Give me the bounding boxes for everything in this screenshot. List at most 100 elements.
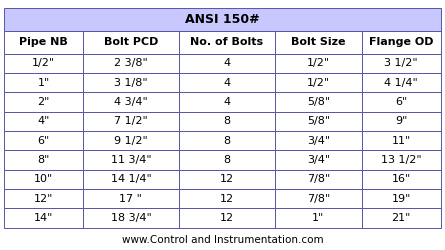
Bar: [362, 31, 441, 54]
Bar: [4, 170, 83, 189]
Bar: [275, 189, 362, 208]
Text: 7/8": 7/8": [307, 194, 330, 203]
Text: 1": 1": [312, 213, 324, 223]
Bar: [362, 92, 441, 112]
Bar: [275, 31, 362, 54]
Text: 17 ": 17 ": [119, 194, 142, 203]
Bar: [179, 150, 275, 170]
Text: 14 1/4": 14 1/4": [110, 174, 151, 184]
Bar: [275, 131, 362, 150]
Text: 4 3/4": 4 3/4": [114, 97, 148, 107]
Text: Flange OD: Flange OD: [369, 37, 433, 47]
Bar: [4, 131, 83, 150]
Text: 3/4": 3/4": [307, 155, 330, 165]
Text: 1/2": 1/2": [307, 58, 330, 68]
Text: 2": 2": [37, 97, 50, 107]
Text: 6": 6": [37, 136, 50, 146]
Text: 10": 10": [34, 174, 53, 184]
Bar: [4, 189, 83, 208]
Text: www.Control and Instrumentation.com: www.Control and Instrumentation.com: [121, 235, 324, 245]
Bar: [4, 92, 83, 112]
Text: 7/8": 7/8": [307, 174, 330, 184]
Text: 3 1/8": 3 1/8": [114, 78, 148, 88]
Bar: [179, 208, 275, 228]
Bar: [4, 150, 83, 170]
Text: 3 1/2": 3 1/2": [384, 58, 418, 68]
Text: 8: 8: [223, 116, 231, 126]
Text: 14": 14": [34, 213, 53, 223]
Text: 5/8": 5/8": [307, 97, 330, 107]
Bar: [362, 73, 441, 92]
Text: 12: 12: [220, 174, 234, 184]
Text: 11 3/4": 11 3/4": [111, 155, 151, 165]
Text: 21": 21": [392, 213, 411, 223]
Text: ANSI 150#: ANSI 150#: [185, 12, 260, 26]
Bar: [275, 150, 362, 170]
Bar: [4, 54, 83, 73]
Bar: [179, 73, 275, 92]
Text: 13 1/2": 13 1/2": [381, 155, 421, 165]
Bar: [275, 73, 362, 92]
Bar: [179, 189, 275, 208]
Text: 16": 16": [392, 174, 411, 184]
Bar: [179, 92, 275, 112]
Bar: [275, 92, 362, 112]
Bar: [275, 208, 362, 228]
Bar: [83, 54, 179, 73]
Text: 11": 11": [392, 136, 411, 146]
Text: 8: 8: [223, 136, 231, 146]
Bar: [179, 31, 275, 54]
Text: 12: 12: [220, 194, 234, 203]
Text: 9": 9": [395, 116, 408, 126]
Bar: [83, 73, 179, 92]
Text: 4 1/4": 4 1/4": [384, 78, 418, 88]
Bar: [275, 112, 362, 131]
Bar: [4, 73, 83, 92]
Bar: [4, 8, 441, 31]
Bar: [362, 189, 441, 208]
Bar: [83, 31, 179, 54]
Text: Bolt Size: Bolt Size: [291, 37, 346, 47]
Text: 12: 12: [220, 213, 234, 223]
Bar: [362, 54, 441, 73]
Bar: [275, 54, 362, 73]
Text: 4: 4: [223, 97, 231, 107]
Bar: [83, 170, 179, 189]
Bar: [362, 150, 441, 170]
Bar: [275, 170, 362, 189]
Text: 8: 8: [223, 155, 231, 165]
Text: 3/4": 3/4": [307, 136, 330, 146]
Bar: [83, 189, 179, 208]
Text: 1/2": 1/2": [32, 58, 55, 68]
Text: 6": 6": [395, 97, 408, 107]
Bar: [83, 131, 179, 150]
Bar: [362, 112, 441, 131]
Bar: [83, 208, 179, 228]
Text: No. of Bolts: No. of Bolts: [190, 37, 263, 47]
Bar: [83, 92, 179, 112]
Text: Bolt PCD: Bolt PCD: [104, 37, 158, 47]
Bar: [362, 208, 441, 228]
Bar: [362, 131, 441, 150]
Text: 18 3/4": 18 3/4": [110, 213, 151, 223]
Text: 19": 19": [392, 194, 411, 203]
Text: 7 1/2": 7 1/2": [114, 116, 148, 126]
Text: 12": 12": [34, 194, 53, 203]
Bar: [179, 170, 275, 189]
Bar: [83, 150, 179, 170]
Text: 2 3/8": 2 3/8": [114, 58, 148, 68]
Text: 8": 8": [37, 155, 50, 165]
Text: 4: 4: [223, 58, 231, 68]
Text: 9 1/2": 9 1/2": [114, 136, 148, 146]
Bar: [179, 131, 275, 150]
Text: 4: 4: [223, 78, 231, 88]
Text: 4": 4": [37, 116, 50, 126]
Bar: [4, 208, 83, 228]
Bar: [362, 170, 441, 189]
Text: 5/8": 5/8": [307, 116, 330, 126]
Bar: [4, 31, 83, 54]
Text: Pipe NB: Pipe NB: [19, 37, 68, 47]
Text: 1": 1": [37, 78, 50, 88]
Bar: [4, 112, 83, 131]
Text: 1/2": 1/2": [307, 78, 330, 88]
